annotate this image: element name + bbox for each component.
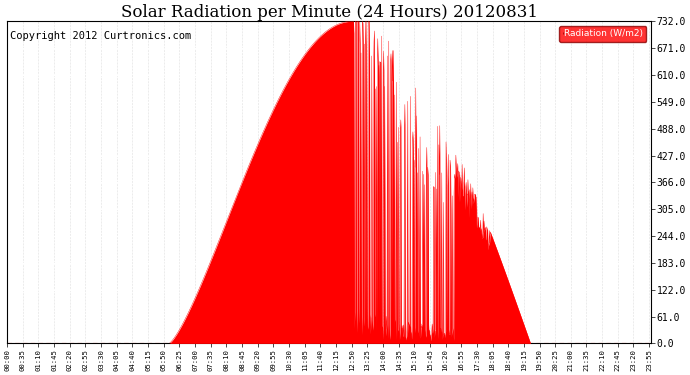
Legend: Radiation (W/m2): Radiation (W/m2) <box>560 26 647 42</box>
Title: Solar Radiation per Minute (24 Hours) 20120831: Solar Radiation per Minute (24 Hours) 20… <box>121 4 538 21</box>
Text: Copyright 2012 Curtronics.com: Copyright 2012 Curtronics.com <box>10 31 192 41</box>
